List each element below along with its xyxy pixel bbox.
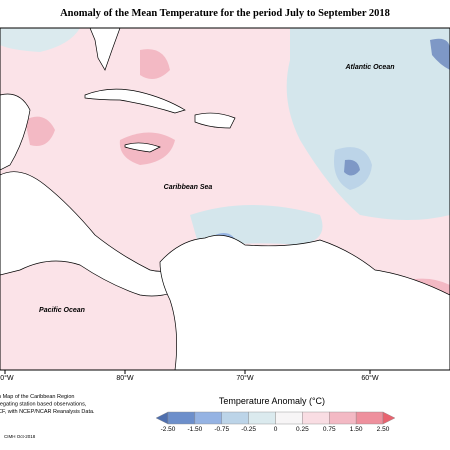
- lon-label: 90°W: [0, 374, 14, 382]
- legend-tick: 0.75: [323, 426, 336, 433]
- map: [0, 28, 450, 370]
- credit: CIMH Oct-2018: [4, 434, 36, 439]
- legend-color: [248, 411, 276, 425]
- legend-color: [167, 411, 196, 425]
- legend-tick: -0.25: [241, 426, 256, 433]
- map-label: Pacific Ocean: [39, 307, 85, 314]
- legend-tick: -0.75: [214, 426, 229, 433]
- legend-color: [194, 411, 222, 425]
- map-label: Atlantic Ocean: [344, 64, 394, 71]
- legend-color: [355, 411, 384, 425]
- lon-label: 60°W: [361, 374, 379, 382]
- legend-title: Temperature Anomaly (°C): [219, 396, 325, 406]
- note: n Map of the Caribbean Region: [0, 394, 74, 400]
- legend-color: [155, 411, 169, 425]
- title: Anomaly of the Mean Temperature for the …: [60, 8, 390, 19]
- map-label: Caribbean Sea: [164, 184, 213, 191]
- legend-tick: 1.50: [350, 426, 363, 433]
- legend-color: [221, 411, 249, 425]
- note: regating station based observations,: [0, 402, 87, 408]
- legend-color: [329, 411, 357, 425]
- legend-tick: 2.50: [377, 426, 390, 433]
- legend-color: [275, 411, 303, 425]
- lon-label: 80°W: [116, 374, 134, 382]
- legend-color: [302, 411, 330, 425]
- legend-tick: -1.50: [187, 426, 202, 433]
- legend-tick: 0: [274, 426, 278, 433]
- legend-tick: -2.50: [161, 426, 176, 433]
- legend-color: [382, 411, 396, 425]
- note: CF, with NCEP/NCAR Reanalysis Data.: [0, 409, 95, 415]
- legend-tick: 0.25: [296, 426, 309, 433]
- lon-label: 70°W: [236, 374, 254, 382]
